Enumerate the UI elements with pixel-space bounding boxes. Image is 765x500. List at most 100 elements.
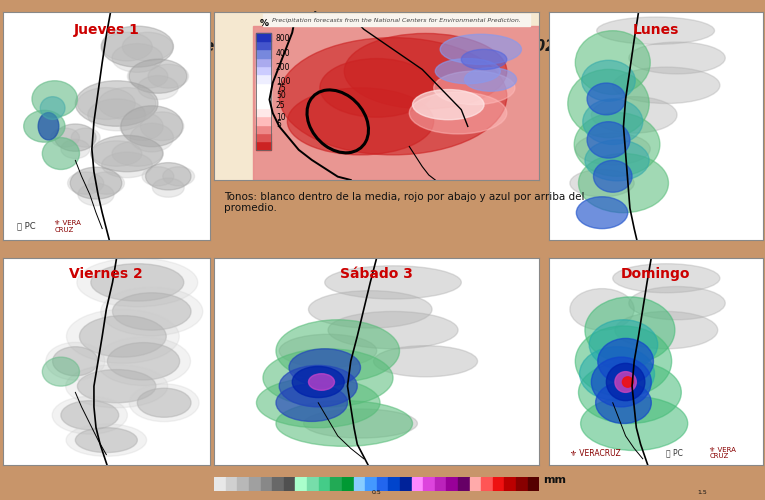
Ellipse shape xyxy=(615,312,718,349)
Ellipse shape xyxy=(67,310,179,364)
Ellipse shape xyxy=(289,349,360,386)
Ellipse shape xyxy=(71,128,100,147)
Ellipse shape xyxy=(629,42,725,74)
Ellipse shape xyxy=(276,384,347,422)
Ellipse shape xyxy=(591,96,677,133)
Bar xyxy=(400,477,412,491)
Bar xyxy=(389,477,400,491)
Ellipse shape xyxy=(148,64,188,88)
Bar xyxy=(353,477,365,491)
Ellipse shape xyxy=(613,264,720,293)
Ellipse shape xyxy=(80,316,166,357)
Ellipse shape xyxy=(344,34,506,109)
Bar xyxy=(435,477,447,491)
Ellipse shape xyxy=(589,320,658,370)
Ellipse shape xyxy=(581,60,635,101)
Bar xyxy=(256,74,271,83)
Bar xyxy=(256,32,271,150)
Ellipse shape xyxy=(112,141,163,167)
Ellipse shape xyxy=(42,138,80,170)
Ellipse shape xyxy=(91,136,163,172)
Bar xyxy=(237,477,249,491)
Ellipse shape xyxy=(77,88,135,120)
Ellipse shape xyxy=(53,346,98,376)
Bar xyxy=(256,32,271,41)
Bar xyxy=(365,477,377,491)
Bar xyxy=(504,477,516,491)
Ellipse shape xyxy=(120,112,163,140)
Ellipse shape xyxy=(325,266,461,299)
Text: 0.5: 0.5 xyxy=(372,490,382,495)
Bar xyxy=(256,124,271,133)
Ellipse shape xyxy=(576,197,628,228)
Ellipse shape xyxy=(276,320,399,382)
Ellipse shape xyxy=(591,357,651,407)
Ellipse shape xyxy=(91,141,142,167)
Bar xyxy=(528,477,539,491)
Bar xyxy=(458,477,470,491)
Bar xyxy=(470,477,481,491)
Ellipse shape xyxy=(373,346,477,377)
Text: 🏛 PC: 🏛 PC xyxy=(666,448,683,458)
Ellipse shape xyxy=(163,166,194,186)
Bar xyxy=(342,477,353,491)
Ellipse shape xyxy=(597,338,653,384)
Bar xyxy=(295,477,307,491)
Ellipse shape xyxy=(263,349,393,407)
Ellipse shape xyxy=(138,388,191,418)
Ellipse shape xyxy=(256,378,380,428)
Ellipse shape xyxy=(96,337,190,386)
Ellipse shape xyxy=(98,88,156,120)
Ellipse shape xyxy=(66,424,147,456)
Ellipse shape xyxy=(596,382,651,424)
Bar xyxy=(263,14,529,26)
Ellipse shape xyxy=(308,290,432,328)
Text: Viernes 2: Viernes 2 xyxy=(70,267,143,281)
Bar xyxy=(256,116,271,124)
Bar xyxy=(284,477,295,491)
Text: 1.5: 1.5 xyxy=(697,490,707,495)
Ellipse shape xyxy=(129,59,187,94)
Bar xyxy=(249,477,261,491)
Ellipse shape xyxy=(279,366,357,407)
Text: Sábado 3: Sábado 3 xyxy=(340,267,413,281)
Ellipse shape xyxy=(24,110,65,142)
Ellipse shape xyxy=(142,166,174,186)
Ellipse shape xyxy=(308,374,334,390)
Ellipse shape xyxy=(76,80,158,126)
Bar xyxy=(256,142,271,150)
Ellipse shape xyxy=(141,112,184,140)
Bar xyxy=(319,477,330,491)
Ellipse shape xyxy=(91,264,184,301)
Bar xyxy=(261,477,272,491)
Ellipse shape xyxy=(55,124,96,152)
Ellipse shape xyxy=(128,64,168,88)
Text: weather: weather xyxy=(11,450,63,460)
Text: Precipitation forecasts from the National Centers for Environmental Prediction.: Precipitation forecasts from the Nationa… xyxy=(272,18,521,22)
Ellipse shape xyxy=(279,38,506,155)
Ellipse shape xyxy=(122,32,173,61)
Text: Tonos: blanco dentro de la media, rojo por abajo y azul por arriba del
promedio.: Tonos: blanco dentro de la media, rojo p… xyxy=(224,192,584,214)
Ellipse shape xyxy=(38,112,59,140)
Ellipse shape xyxy=(88,172,125,195)
Ellipse shape xyxy=(121,106,183,146)
Ellipse shape xyxy=(42,357,80,386)
Ellipse shape xyxy=(615,372,636,392)
Ellipse shape xyxy=(597,17,715,44)
Bar xyxy=(256,91,271,100)
Ellipse shape xyxy=(102,32,152,61)
Ellipse shape xyxy=(67,172,104,195)
Ellipse shape xyxy=(88,99,145,131)
Bar xyxy=(272,477,284,491)
Ellipse shape xyxy=(570,288,634,330)
Ellipse shape xyxy=(607,364,645,401)
Ellipse shape xyxy=(112,293,191,330)
Bar xyxy=(481,477,493,491)
Text: ⚜ VERACRUZ: ⚜ VERACRUZ xyxy=(570,448,620,458)
Bar xyxy=(377,477,389,491)
Ellipse shape xyxy=(77,370,156,403)
Text: Domingo: Domingo xyxy=(621,267,690,281)
Text: 100: 100 xyxy=(276,78,291,86)
Bar xyxy=(256,133,271,141)
Ellipse shape xyxy=(568,70,649,138)
